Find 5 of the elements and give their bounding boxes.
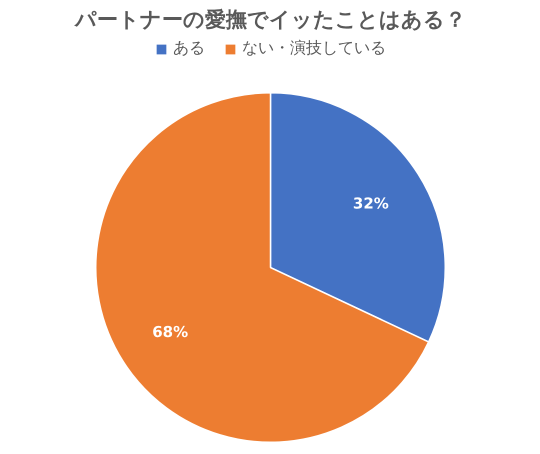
data-label: 32% [352,194,389,212]
data-label: 68% [152,322,188,341]
chart-title: パートナーの愛撫でイッたことはある？ [74,8,466,32]
legend-label: ない・演技している [242,38,386,59]
legend-label: ある [173,38,205,59]
